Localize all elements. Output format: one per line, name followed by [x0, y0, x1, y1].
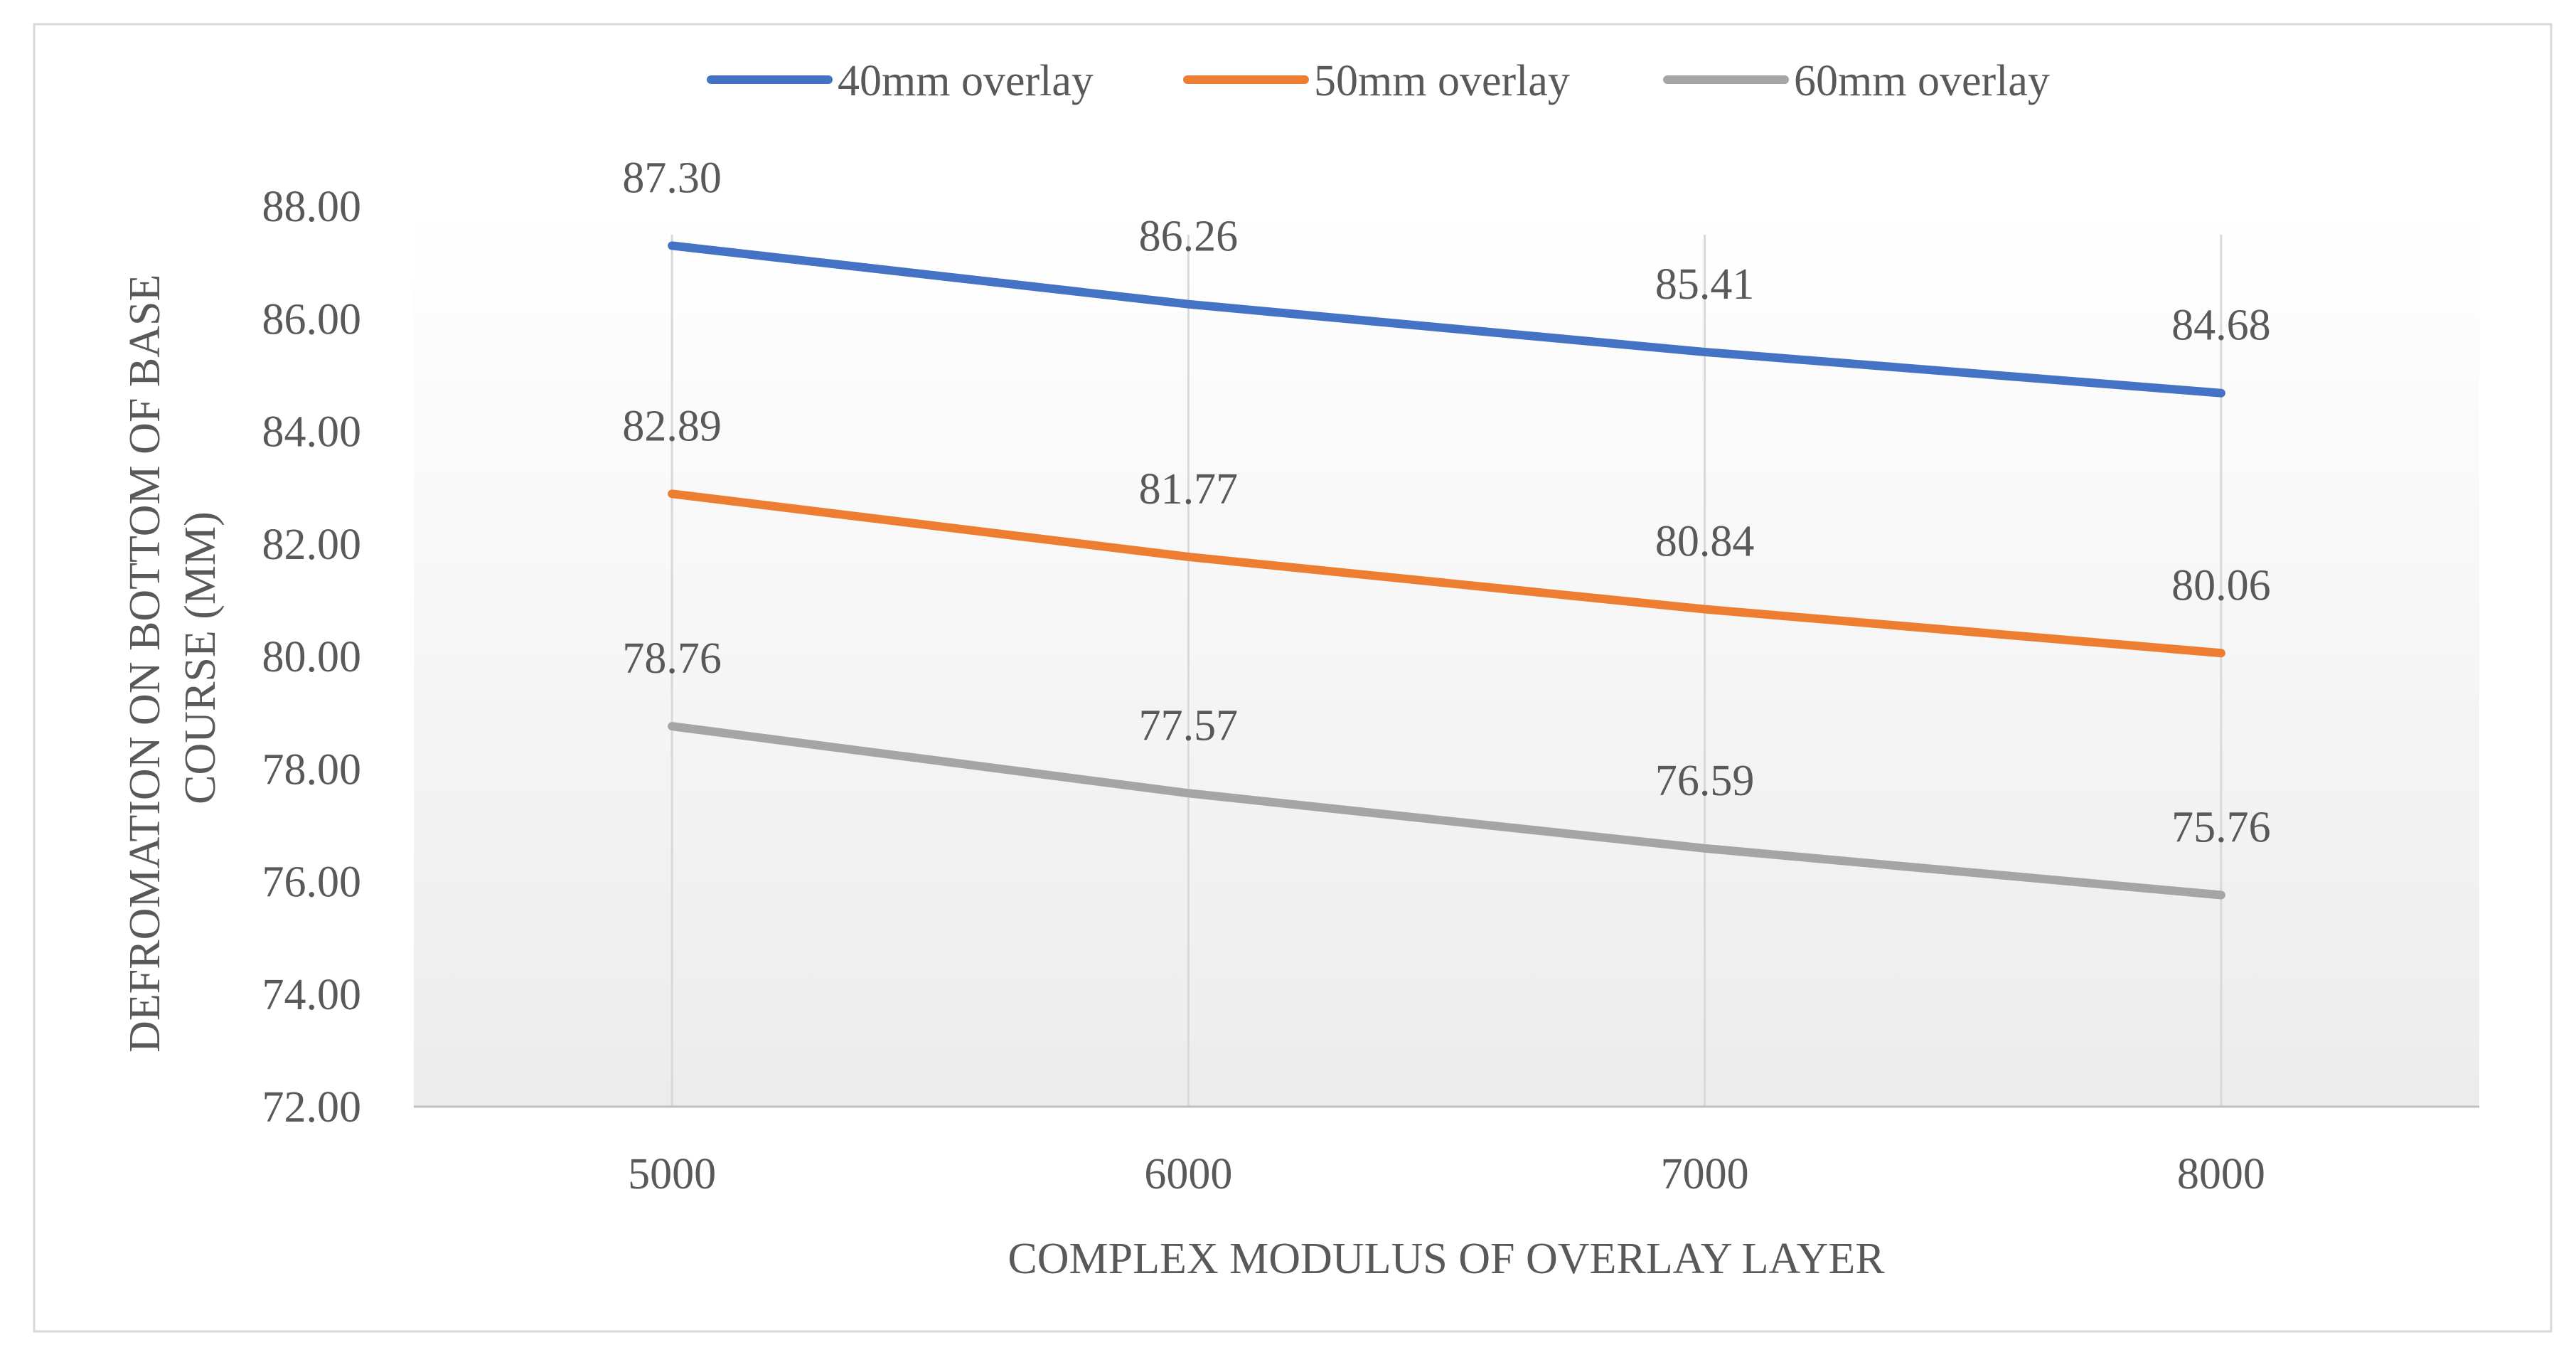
y-axis-title-line-1: DEFROMATION ON BOTTOM OF BASE: [121, 275, 169, 1053]
x-tick-label-7000: 7000: [1661, 1150, 1749, 1198]
series-line-2: [668, 489, 2225, 658]
y-tick-label-82-00: 82.00: [262, 521, 362, 569]
data-label-s1-6000: 86.26: [1139, 213, 1239, 261]
series-line-1: [668, 241, 2225, 398]
series-line-3: [668, 722, 2225, 900]
data-labels: 87.30 86.26 85.41 84.68 82.89 81.77 80.84 80.06…: [622, 154, 2270, 851]
legend-label-1: 40mm overlay: [838, 57, 1094, 105]
data-label-s1-8000: 84.68: [2171, 302, 2271, 350]
plot-area: [414, 206, 2479, 1107]
y-tick-label-80-00: 80.00: [262, 633, 362, 681]
y-tick-label-84-00: 84.00: [262, 408, 362, 457]
data-label-s3-7000: 76.59: [1655, 757, 1755, 805]
data-label-s1-5000: 87.30: [622, 154, 722, 202]
data-label-s2-8000: 80.06: [2171, 561, 2271, 610]
x-tick-label-8000: 8000: [2177, 1150, 2265, 1198]
data-label-s1-7000: 85.41: [1655, 260, 1755, 309]
legend: 40mm overlay 50mm overlay 60mm overlay: [707, 57, 2050, 105]
y-tick-label-74-00: 74.00: [262, 971, 362, 1019]
data-label-s3-5000: 78.76: [622, 634, 722, 683]
x-axis-title: COMPLEX MODULUS OF OVERLAY LAYER: [1008, 1235, 1885, 1283]
data-label-s3-8000: 75.76: [2171, 803, 2271, 851]
gridlines: [670, 235, 2223, 1107]
series-lines: [668, 241, 2225, 900]
y-axis-title-line-2: COURSE (MM): [176, 511, 225, 804]
y-axis-title: DEFROMATION ON BOTTOM OF BASE COURSE (MM…: [121, 263, 225, 1053]
legend-label-3: 60mm overlay: [1794, 57, 2050, 105]
data-label-s3-6000: 77.57: [1139, 701, 1239, 750]
y-tick-label-88-00: 88.00: [262, 183, 362, 231]
x-tick-label-6000: 6000: [1144, 1150, 1232, 1198]
legend-label-2: 50mm overlay: [1314, 57, 1570, 105]
axes: 5000 6000 7000 8000 72.00 74.00 76.00 78.00 80.0…: [262, 183, 2479, 1198]
y-tick-label-72-00: 72.00: [262, 1083, 362, 1132]
y-tick-label-86-00: 86.00: [262, 295, 362, 344]
data-label-s2-5000: 82.89: [622, 402, 722, 450]
y-tick-label-76-00: 76.00: [262, 858, 362, 907]
data-label-s2-6000: 81.77: [1139, 465, 1239, 514]
y-tick-label-78-00: 78.00: [262, 745, 362, 794]
data-label-s2-7000: 80.84: [1655, 518, 1755, 566]
x-tick-label-5000: 5000: [628, 1150, 716, 1198]
